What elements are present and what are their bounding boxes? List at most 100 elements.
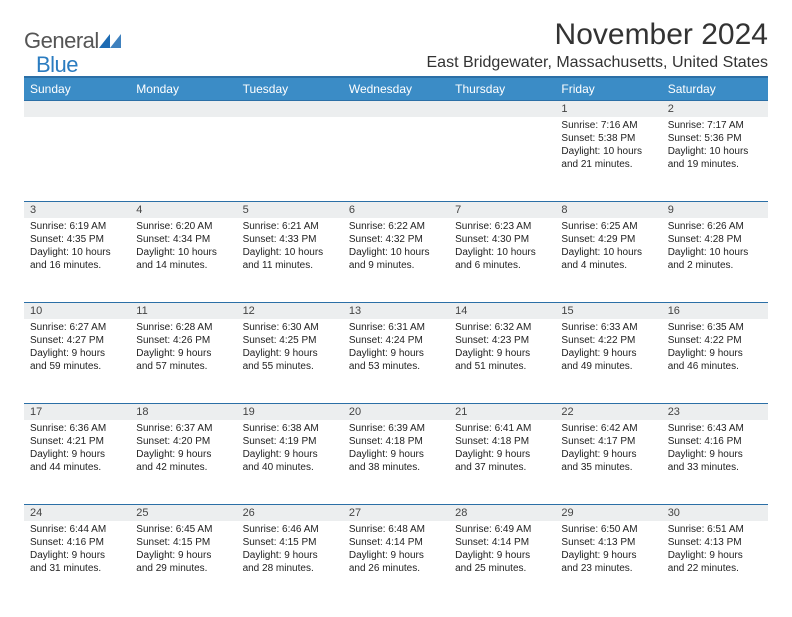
daylight-text: Daylight: 10 hours and 11 minutes. (243, 246, 337, 272)
day-number-row: 24252627282930 (24, 504, 768, 521)
day-cell: Sunrise: 6:27 AMSunset: 4:27 PMDaylight:… (24, 319, 130, 403)
day-cell: Sunrise: 6:32 AMSunset: 4:23 PMDaylight:… (449, 319, 555, 403)
day-details: Sunrise: 6:37 AMSunset: 4:20 PMDaylight:… (130, 420, 236, 478)
day-number: 14 (449, 302, 555, 319)
sunset-text: Sunset: 4:30 PM (455, 233, 549, 246)
day-content-row: Sunrise: 7:16 AMSunset: 5:38 PMDaylight:… (24, 117, 768, 201)
day-number: 20 (343, 403, 449, 420)
day-details: Sunrise: 6:21 AMSunset: 4:33 PMDaylight:… (237, 218, 343, 276)
day-cell: Sunrise: 6:26 AMSunset: 4:28 PMDaylight:… (662, 218, 768, 302)
day-details: Sunrise: 6:39 AMSunset: 4:18 PMDaylight:… (343, 420, 449, 478)
day-cell: Sunrise: 7:16 AMSunset: 5:38 PMDaylight:… (555, 117, 661, 201)
daylight-text: Daylight: 10 hours and 6 minutes. (455, 246, 549, 272)
day-details: Sunrise: 6:32 AMSunset: 4:23 PMDaylight:… (449, 319, 555, 377)
sunrise-text: Sunrise: 6:45 AM (136, 523, 230, 536)
day-number: 26 (237, 504, 343, 521)
day-cell: Sunrise: 6:49 AMSunset: 4:14 PMDaylight:… (449, 521, 555, 605)
weekday-header-row: SundayMondayTuesdayWednesdayThursdayFrid… (24, 78, 768, 100)
sunset-text: Sunset: 4:18 PM (349, 435, 443, 448)
sunrise-text: Sunrise: 6:28 AM (136, 321, 230, 334)
day-number: 25 (130, 504, 236, 521)
sunset-text: Sunset: 4:18 PM (455, 435, 549, 448)
weekday-header: Wednesday (343, 78, 449, 100)
weekday-header: Saturday (662, 78, 768, 100)
sunrise-text: Sunrise: 7:17 AM (668, 119, 762, 132)
sunrise-text: Sunrise: 6:32 AM (455, 321, 549, 334)
day-cell: Sunrise: 6:37 AMSunset: 4:20 PMDaylight:… (130, 420, 236, 504)
daylight-text: Daylight: 10 hours and 16 minutes. (30, 246, 124, 272)
day-details: Sunrise: 6:31 AMSunset: 4:24 PMDaylight:… (343, 319, 449, 377)
day-number: 19 (237, 403, 343, 420)
daylight-text: Daylight: 9 hours and 22 minutes. (668, 549, 762, 575)
day-number: 1 (555, 100, 661, 117)
daylight-text: Daylight: 9 hours and 25 minutes. (455, 549, 549, 575)
sunset-text: Sunset: 4:16 PM (668, 435, 762, 448)
day-details: Sunrise: 6:36 AMSunset: 4:21 PMDaylight:… (24, 420, 130, 478)
calendar-body: 12 Sunrise: 7:16 AMSunset: 5:38 PMDayligh… (24, 100, 768, 605)
day-details: Sunrise: 6:38 AMSunset: 4:19 PMDaylight:… (237, 420, 343, 478)
day-number: 23 (662, 403, 768, 420)
sunset-text: Sunset: 4:29 PM (561, 233, 655, 246)
day-details: Sunrise: 6:51 AMSunset: 4:13 PMDaylight:… (662, 521, 768, 579)
day-number: 29 (555, 504, 661, 521)
day-details: Sunrise: 6:48 AMSunset: 4:14 PMDaylight:… (343, 521, 449, 579)
day-cell: Sunrise: 6:35 AMSunset: 4:22 PMDaylight:… (662, 319, 768, 403)
sunset-text: Sunset: 4:14 PM (455, 536, 549, 549)
daylight-text: Daylight: 9 hours and 57 minutes. (136, 347, 230, 373)
day-details: Sunrise: 6:28 AMSunset: 4:26 PMDaylight:… (130, 319, 236, 377)
daylight-text: Daylight: 9 hours and 51 minutes. (455, 347, 549, 373)
day-details: Sunrise: 6:22 AMSunset: 4:32 PMDaylight:… (343, 218, 449, 276)
sunset-text: Sunset: 4:16 PM (30, 536, 124, 549)
sunset-text: Sunset: 4:33 PM (243, 233, 337, 246)
day-number: 21 (449, 403, 555, 420)
daylight-text: Daylight: 9 hours and 59 minutes. (30, 347, 124, 373)
day-number: 5 (237, 201, 343, 218)
weekday-header: Thursday (449, 78, 555, 100)
day-details: Sunrise: 7:17 AMSunset: 5:36 PMDaylight:… (662, 117, 768, 175)
day-number: 22 (555, 403, 661, 420)
daylight-text: Daylight: 9 hours and 33 minutes. (668, 448, 762, 474)
sunrise-text: Sunrise: 6:19 AM (30, 220, 124, 233)
day-number-row: 3456789 (24, 201, 768, 218)
daylight-text: Daylight: 9 hours and 26 minutes. (349, 549, 443, 575)
brand-triangle-icon (99, 34, 121, 48)
daylight-text: Daylight: 10 hours and 19 minutes. (668, 145, 762, 171)
day-number (449, 100, 555, 117)
sunrise-text: Sunrise: 7:16 AM (561, 119, 655, 132)
sunrise-text: Sunrise: 6:37 AM (136, 422, 230, 435)
day-number: 12 (237, 302, 343, 319)
day-number (343, 100, 449, 117)
day-content-row: Sunrise: 6:27 AMSunset: 4:27 PMDaylight:… (24, 319, 768, 403)
sunrise-text: Sunrise: 6:26 AM (668, 220, 762, 233)
daylight-text: Daylight: 9 hours and 37 minutes. (455, 448, 549, 474)
brand-general: General (24, 28, 99, 54)
daylight-text: Daylight: 10 hours and 21 minutes. (561, 145, 655, 171)
day-cell: Sunrise: 6:44 AMSunset: 4:16 PMDaylight:… (24, 521, 130, 605)
day-cell: Sunrise: 6:38 AMSunset: 4:19 PMDaylight:… (237, 420, 343, 504)
day-details: Sunrise: 6:45 AMSunset: 4:15 PMDaylight:… (130, 521, 236, 579)
sunrise-text: Sunrise: 6:44 AM (30, 523, 124, 536)
brand-blue: Blue (36, 52, 78, 78)
sunrise-text: Sunrise: 6:33 AM (561, 321, 655, 334)
day-details: Sunrise: 6:27 AMSunset: 4:27 PMDaylight:… (24, 319, 130, 377)
day-details: Sunrise: 6:50 AMSunset: 4:13 PMDaylight:… (555, 521, 661, 579)
sunset-text: Sunset: 4:14 PM (349, 536, 443, 549)
weekday-header: Friday (555, 78, 661, 100)
daylight-text: Daylight: 9 hours and 31 minutes. (30, 549, 124, 575)
daylight-text: Daylight: 9 hours and 40 minutes. (243, 448, 337, 474)
sunset-text: Sunset: 4:15 PM (136, 536, 230, 549)
day-cell: Sunrise: 6:41 AMSunset: 4:18 PMDaylight:… (449, 420, 555, 504)
day-cell: Sunrise: 6:39 AMSunset: 4:18 PMDaylight:… (343, 420, 449, 504)
sunset-text: Sunset: 5:36 PM (668, 132, 762, 145)
brand-logo: General Blue (24, 18, 123, 54)
sunset-text: Sunset: 4:19 PM (243, 435, 337, 448)
sunset-text: Sunset: 4:26 PM (136, 334, 230, 347)
day-number: 18 (130, 403, 236, 420)
day-cell: Sunrise: 6:42 AMSunset: 4:17 PMDaylight:… (555, 420, 661, 504)
header: General Blue November 2024 East Bridgewa… (24, 18, 768, 72)
day-cell (237, 117, 343, 201)
calendar-grid: SundayMondayTuesdayWednesdayThursdayFrid… (24, 78, 768, 605)
day-content-row: Sunrise: 6:19 AMSunset: 4:35 PMDaylight:… (24, 218, 768, 302)
sunset-text: Sunset: 4:23 PM (455, 334, 549, 347)
day-number: 30 (662, 504, 768, 521)
